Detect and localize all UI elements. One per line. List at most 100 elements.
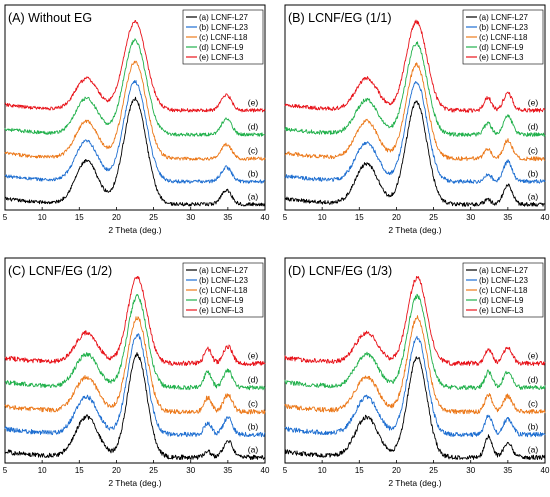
- legend-entry: (a) LCNF-L27: [479, 13, 528, 22]
- x-axis-label: 2 Theta (deg.): [108, 478, 161, 488]
- series-line-e: [4, 19, 266, 113]
- x-tick-label: 5: [3, 213, 8, 222]
- legend-entry: (d) LCNF-L9: [199, 296, 244, 305]
- legend-entry: (c) LCNF-L18: [199, 33, 248, 42]
- curve-label: (e): [528, 97, 539, 107]
- x-tick-label: 40: [541, 213, 550, 222]
- x-tick-label: 25: [149, 213, 158, 222]
- curve-label: (c): [528, 399, 538, 409]
- x-tick-label: 35: [223, 466, 232, 475]
- x-axis-label: 2 Theta (deg.): [388, 478, 441, 488]
- x-tick-label: 40: [261, 213, 270, 222]
- series-line-d: [4, 294, 266, 391]
- curve-label: (c): [248, 146, 258, 156]
- curve-label: (a): [528, 444, 539, 454]
- series-line-b: [4, 333, 266, 438]
- series-line-d: [284, 41, 546, 137]
- legend-entry: (d) LCNF-L9: [479, 43, 524, 52]
- x-tick-label: 15: [75, 466, 84, 475]
- curve-label: (b): [248, 422, 259, 432]
- x-tick-label: 25: [429, 466, 438, 475]
- legend-entry: (b) LCNF-L23: [199, 276, 248, 285]
- legend-entry: (b) LCNF-L23: [479, 276, 528, 285]
- series-line-a: [4, 352, 266, 460]
- chart-panel-a: (a) (b) (c) (d) (e) 5 10 15 20 25 30 35 40 2 Theta (d…: [3, 4, 270, 235]
- x-tick-label: 5: [3, 466, 8, 475]
- x-axis-label: 2 Theta (deg.): [108, 225, 161, 235]
- plot-frame: [284, 257, 546, 464]
- plot-frame: [4, 257, 266, 464]
- legend-entry: (e) LCNF-L3: [199, 53, 244, 62]
- series-line-c: [284, 315, 546, 415]
- x-tick-label: 40: [541, 466, 550, 475]
- legend-entry: (a) LCNF-L27: [199, 266, 248, 275]
- plot-frame: [4, 4, 266, 211]
- panel-title: (A) Without EG: [8, 11, 92, 25]
- x-tick-label: 5: [283, 213, 288, 222]
- x-tick-label: 10: [318, 466, 327, 475]
- x-tick-label: 30: [466, 466, 475, 475]
- x-tick-label: 15: [355, 213, 364, 222]
- curve-label: (d): [248, 375, 259, 385]
- curve-label: (d): [248, 122, 259, 132]
- x-tick-label: 35: [503, 466, 512, 475]
- series-line-b: [4, 79, 266, 184]
- curve-label: (c): [248, 399, 258, 409]
- series-line-b: [284, 81, 546, 184]
- curve-label: (d): [528, 375, 539, 385]
- series-line-e: [284, 276, 546, 367]
- curve-label: (a): [248, 191, 259, 201]
- x-axis-label: 2 Theta (deg.): [388, 225, 441, 235]
- series-line-c: [4, 60, 266, 161]
- series-line-c: [284, 62, 546, 162]
- legend-entry: (e) LCNF-L3: [199, 306, 244, 315]
- x-tick-label: 10: [318, 213, 327, 222]
- series-line-e: [4, 275, 266, 367]
- panel-title: (B) LCNF/EG (1/1): [288, 11, 392, 25]
- x-tick-label: 25: [149, 466, 158, 475]
- series-line-a: [284, 356, 546, 461]
- x-tick-label: 20: [112, 466, 121, 475]
- curve-label: (b): [528, 422, 539, 432]
- legend-entry: (c) LCNF-L18: [199, 286, 248, 295]
- panel-title: (C) LCNF/EG (1/2): [8, 264, 112, 278]
- x-tick-label: 20: [112, 213, 121, 222]
- series-line-d: [4, 38, 266, 137]
- x-tick-label: 10: [38, 466, 47, 475]
- curve-label: (e): [248, 97, 259, 107]
- x-tick-label: 30: [466, 213, 475, 222]
- legend-entry: (b) LCNF-L23: [199, 23, 248, 32]
- chart-panel-c: (a) (b) (c) (d) (e) 5 10 15 20 25 30 35 40 2 Theta (d…: [3, 257, 270, 488]
- curve-label: (e): [248, 350, 259, 360]
- x-tick-label: 15: [75, 213, 84, 222]
- curve-label: (e): [528, 350, 539, 360]
- curve-label: (b): [528, 169, 539, 179]
- legend-entry: (a) LCNF-L27: [199, 13, 248, 22]
- series-line-a: [284, 100, 546, 207]
- x-tick-label: 5: [283, 466, 288, 475]
- x-tick-label: 35: [223, 213, 232, 222]
- x-tick-label: 10: [38, 213, 47, 222]
- curve-label: (d): [528, 122, 539, 132]
- legend-entry: (d) LCNF-L9: [479, 296, 524, 305]
- legend-entry: (c) LCNF-L18: [479, 286, 528, 295]
- x-tick-label: 35: [503, 213, 512, 222]
- panel-title: (D) LCNF/EG (1/3): [288, 264, 392, 278]
- x-tick-label: 15: [355, 466, 364, 475]
- x-tick-label: 30: [186, 213, 195, 222]
- legend-entry: (d) LCNF-L9: [199, 43, 244, 52]
- legend-entry: (e) LCNF-L3: [479, 306, 524, 315]
- series-line-a: [4, 96, 266, 207]
- series-line-d: [284, 293, 546, 391]
- x-tick-label: 25: [429, 213, 438, 222]
- legend-entry: (c) LCNF-L18: [479, 33, 528, 42]
- plot-frame: [284, 4, 546, 211]
- x-tick-label: 20: [392, 213, 401, 222]
- chart-panel-d: (a) (b) (c) (d) (e) 5 10 15 20 25 30 35 40 2 Theta (d…: [283, 257, 550, 488]
- chart-panel-b: (a) (b) (c) (d) (e) 5 10 15 20 25 30 35 40 2 Theta (d…: [283, 4, 550, 235]
- x-tick-label: 40: [261, 466, 270, 475]
- curve-label: (b): [248, 169, 259, 179]
- series-line-c: [4, 316, 266, 415]
- curve-label: (c): [528, 146, 538, 156]
